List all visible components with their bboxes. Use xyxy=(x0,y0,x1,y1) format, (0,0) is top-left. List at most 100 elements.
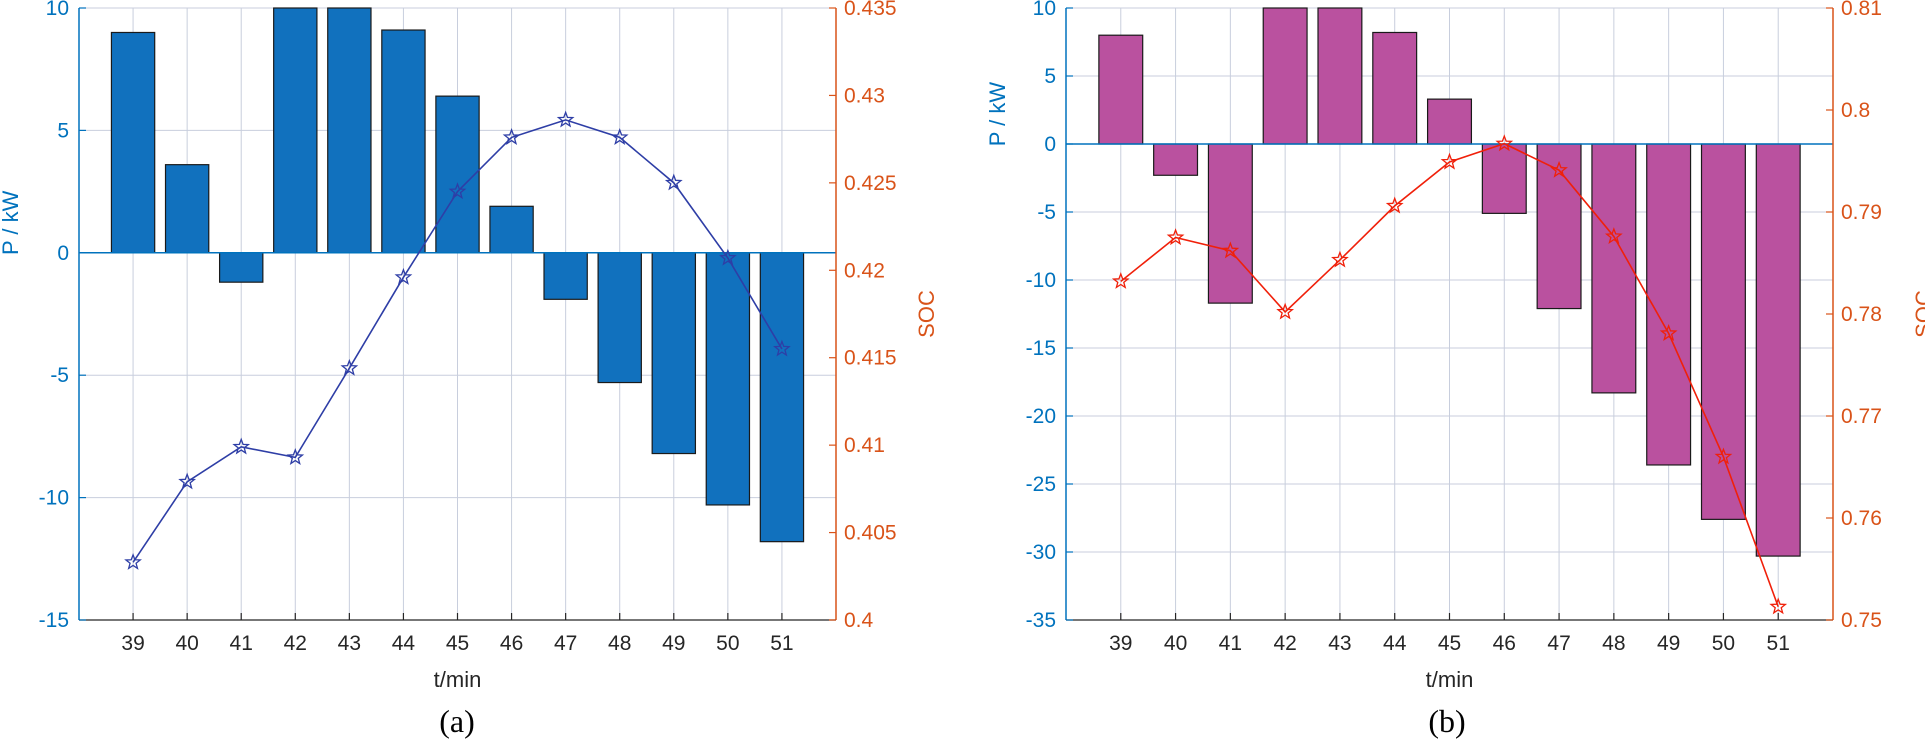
bar xyxy=(543,252,588,300)
soc-marker xyxy=(1659,324,1678,341)
soc-marker xyxy=(286,448,305,465)
bar-series xyxy=(110,7,805,543)
bar xyxy=(597,252,642,384)
soc-marker xyxy=(124,552,142,570)
bar xyxy=(1153,143,1199,176)
chart-b: -35 -30 -25 -20 -15 -10 -5 0 5 10 0.75 0.76 0.77 0.78… xyxy=(985,0,1925,739)
soc-marker xyxy=(556,110,575,128)
y-tick-label: -25 xyxy=(1026,473,1056,496)
soc-marker xyxy=(178,472,197,490)
soc-marker xyxy=(1604,227,1623,245)
x-tick-label: 43 xyxy=(338,632,361,655)
x-tick-label: 41 xyxy=(1219,632,1242,655)
bar xyxy=(110,31,156,254)
caption: (b) xyxy=(1428,703,1465,739)
soc-marker xyxy=(1714,447,1733,465)
x-tick-label: 45 xyxy=(446,632,469,655)
soc-marker xyxy=(1440,152,1459,170)
soc-marker xyxy=(1221,241,1240,259)
y-tick-label: -35 xyxy=(1026,609,1056,632)
bar xyxy=(1426,98,1473,145)
soc-marker xyxy=(448,182,467,200)
soc-marker xyxy=(1331,250,1349,268)
bar xyxy=(1481,143,1527,214)
y-tick-label: -10 xyxy=(39,487,69,510)
x-tick-label: 50 xyxy=(716,632,739,655)
soc-marker xyxy=(394,267,413,285)
soc-marker xyxy=(1495,134,1514,152)
y-tick-label: -5 xyxy=(1037,201,1056,224)
y2-tick-label: 0.75 xyxy=(1841,609,1882,632)
bar xyxy=(1700,143,1746,520)
soc-marker xyxy=(718,248,737,266)
x-axis-label: t/min xyxy=(1426,667,1474,692)
bar xyxy=(705,252,751,506)
y2-tick-label: 0.43 xyxy=(844,84,885,107)
y2-tick-label: 0.4 xyxy=(844,609,874,632)
x-tick-label: 42 xyxy=(1273,632,1296,655)
y2-axis-label: SOC xyxy=(914,290,939,338)
soc-marker xyxy=(1769,597,1788,615)
y-tick-label: -15 xyxy=(1026,337,1056,360)
y-tick-label: -30 xyxy=(1026,541,1056,564)
y-tick-label: -15 xyxy=(39,609,69,632)
x-tick-label: 47 xyxy=(554,632,577,655)
x-tick-label: 44 xyxy=(1383,632,1407,655)
bar xyxy=(651,252,697,455)
y2-tick-label: 0.81 xyxy=(1841,0,1882,20)
y-tick-label: -5 xyxy=(50,364,69,387)
caption: (a) xyxy=(439,703,475,739)
y-tick-label: 0 xyxy=(57,242,69,265)
bar xyxy=(1536,143,1582,310)
bar xyxy=(1098,34,1144,145)
soc-marker xyxy=(664,173,683,191)
soc-line xyxy=(1120,142,1779,608)
bar xyxy=(1646,143,1692,466)
y2-tick-label: 0.405 xyxy=(844,522,897,545)
x-tick-label: 46 xyxy=(1493,632,1516,655)
y-tick-label: 5 xyxy=(1044,65,1056,88)
bar xyxy=(435,95,480,254)
y2-tick-label: 0.425 xyxy=(844,172,897,195)
bar xyxy=(489,205,534,254)
bar xyxy=(273,7,318,254)
x-tick-label: 39 xyxy=(1109,632,1132,655)
y2-tick-label: 0.41 xyxy=(844,434,885,457)
y2-axis-label: SOC xyxy=(1911,290,1925,338)
y-tick-label: -20 xyxy=(1026,405,1056,428)
y-tick-label: 0 xyxy=(1044,133,1056,156)
soc-marker xyxy=(1385,196,1404,214)
x-tick-label: 41 xyxy=(230,632,253,655)
y-tick-label: -10 xyxy=(1026,269,1056,292)
y2-tick-label: 0.76 xyxy=(1841,507,1882,530)
x-tick-label: 42 xyxy=(284,632,307,655)
soc-marker xyxy=(1276,302,1295,320)
x-tick-label: 48 xyxy=(608,632,631,655)
x-tick-label: 49 xyxy=(662,632,685,655)
bar xyxy=(1262,7,1308,145)
x-tick-label: 39 xyxy=(121,632,144,655)
y2-tick-label: 0.435 xyxy=(844,0,897,20)
y-axis-label: P / kW xyxy=(985,82,1010,147)
soc-marker xyxy=(1111,272,1130,289)
y2-tick-label: 0.415 xyxy=(844,347,897,370)
soc-marker xyxy=(340,358,359,376)
bar xyxy=(381,29,426,254)
bar xyxy=(1755,143,1801,557)
x-tick-label: 40 xyxy=(175,632,198,655)
soc-marker xyxy=(232,437,251,455)
x-tick-label: 44 xyxy=(392,632,416,655)
bar xyxy=(164,164,210,254)
x-tick-label: 51 xyxy=(770,632,793,655)
y-tick-label: 10 xyxy=(1033,0,1056,20)
y2-tick-label: 0.78 xyxy=(1841,303,1882,326)
y2-tick-label: 0.79 xyxy=(1841,201,1882,224)
y2-tick-label: 0.8 xyxy=(1841,99,1870,122)
y-axis-label: P / kW xyxy=(0,190,23,255)
soc-marker xyxy=(773,339,791,357)
x-tick-label: 49 xyxy=(1657,632,1680,655)
soc-marker xyxy=(1166,228,1185,246)
bar xyxy=(1591,143,1637,394)
x-tick-label: 46 xyxy=(500,632,523,655)
